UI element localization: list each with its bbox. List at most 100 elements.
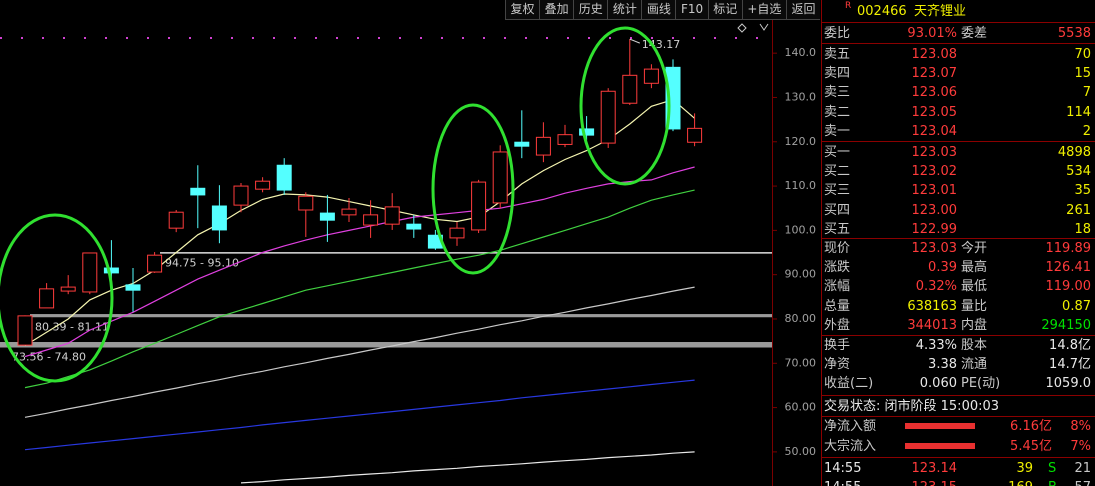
toolbar-button[interactable]: 统计 — [607, 0, 641, 19]
book-price: 123.01 — [911, 183, 958, 199]
candle-body — [384, 206, 400, 225]
book-label: 买三 — [824, 183, 851, 199]
toolbar-button[interactable]: 标记 — [707, 0, 742, 19]
candle-body — [341, 208, 357, 216]
book-volume: 7 — [1082, 85, 1091, 101]
flow-value: 6.16亿 — [1010, 418, 1052, 434]
book-price: 123.00 — [911, 202, 958, 218]
book-volume: 18 — [1074, 222, 1091, 238]
label: 委比 — [824, 25, 851, 41]
book-volume: 4898 — [1057, 144, 1091, 160]
max-pointer — [629, 38, 640, 44]
candle-body — [406, 223, 422, 230]
value: 5538 — [1057, 25, 1091, 41]
stat-value: 0.39 — [928, 259, 957, 275]
toolbar-button[interactable]: +自选 — [741, 0, 786, 19]
y-tick-label: 120.0 — [785, 135, 817, 148]
book-label: 买五 — [824, 222, 851, 238]
book-price: 123.02 — [911, 163, 958, 179]
book-volume: 534 — [1066, 163, 1091, 179]
stat-value: 638163 — [907, 298, 957, 314]
book-volume: 15 — [1074, 65, 1091, 81]
separator — [821, 238, 1095, 239]
stat-label: 外盘 — [824, 318, 851, 334]
circle-drawing — [431, 103, 515, 275]
y-tick-label: 100.0 — [785, 223, 817, 236]
separator — [821, 141, 1095, 142]
stat-label: 净资 — [824, 356, 851, 372]
candle-body — [103, 267, 119, 274]
separator — [821, 335, 1095, 336]
stat-value: 294150 — [1041, 318, 1091, 334]
quote-panel: R 002466 天齐锂业 委比 93.01% 委差 5538 卖五 123.08 70 卖四 123… — [821, 0, 1095, 486]
book-label: 卖二 — [824, 104, 851, 120]
stat-label: 股本 — [961, 337, 988, 353]
y-tick-label: 130.0 — [785, 90, 817, 103]
stat-value: 14.7亿 — [1049, 356, 1091, 372]
badge: R — [845, 0, 852, 11]
flow-label: 大宗流入 — [824, 438, 877, 454]
stat-label: 收益(二) — [824, 376, 874, 392]
stat-value: 119.00 — [1045, 279, 1092, 295]
book-price: 123.05 — [911, 104, 958, 120]
y-tick-label: 90.00 — [785, 268, 817, 281]
toolbar-button[interactable]: 叠加 — [539, 0, 573, 19]
toolbar-button[interactable]: 返回 — [785, 0, 820, 19]
stat-value: 4.33% — [915, 337, 957, 353]
flow-pct: 8% — [1070, 418, 1091, 434]
book-label: 卖四 — [824, 65, 851, 81]
book-volume: 2 — [1082, 124, 1091, 140]
stat-value: 1059.0 — [1045, 376, 1092, 392]
book-price: 122.99 — [911, 222, 958, 238]
stock-name: 天齐锂业 — [914, 3, 967, 19]
trade-status: 交易状态: 闭市阶段 15:00:03 — [824, 398, 1000, 414]
trade-side: S — [1048, 460, 1057, 476]
separator — [821, 395, 1095, 396]
stock-code: 002466 — [857, 3, 907, 19]
ma-line — [24, 99, 695, 347]
trade-volume: 169 — [1008, 478, 1033, 486]
value: 93.01% — [907, 25, 957, 41]
book-label: 卖一 — [824, 124, 851, 140]
user-drawings — [0, 26, 671, 383]
stat-label: 现价 — [824, 240, 851, 256]
gap-label: 73.56 - 74.80 — [12, 351, 86, 364]
toolbar-button[interactable]: F10 — [675, 0, 707, 19]
book-label: 卖三 — [824, 85, 851, 101]
ma-line — [24, 379, 695, 451]
toolbar-button[interactable]: 复权 — [505, 0, 539, 19]
stat-label: 内盘 — [961, 318, 988, 334]
diamond-icon[interactable] — [737, 23, 747, 33]
toolbar-button[interactable]: 历史 — [573, 0, 607, 19]
trade-time: 14:55 — [824, 460, 862, 476]
chart: 50.00 60.00 70.00 80.00 90.00 100.0 110.0 120.0… — [0, 20, 817, 486]
ma-line — [24, 189, 695, 389]
candle-body — [363, 214, 379, 226]
stat-label: 换手 — [824, 337, 851, 353]
candle-body — [298, 195, 314, 211]
gap-label: 94.75 - 95.10 — [165, 257, 239, 270]
trade-side: B — [1048, 478, 1057, 486]
ma-line — [24, 286, 695, 418]
book-label: 卖五 — [824, 46, 851, 62]
candle-body — [492, 151, 508, 204]
candle-body — [557, 134, 573, 145]
ma-line — [24, 166, 695, 358]
candle-body — [82, 252, 98, 293]
gap-band — [160, 252, 772, 254]
collapse-icon[interactable] — [759, 23, 769, 31]
trade-count: 57 — [1074, 478, 1091, 486]
candle-body — [125, 284, 141, 291]
candle-body — [233, 185, 249, 206]
stat-label: 总量 — [824, 298, 851, 314]
toolbar: 复权 叠加 历史 统计 画线 F10 标记 +自选 返回 — [505, 0, 820, 20]
y-tick-label: 80.00 — [785, 312, 817, 325]
separator — [821, 43, 1095, 44]
y-tick-label: 140.0 — [785, 46, 817, 59]
stat-value: 123.03 — [911, 240, 958, 256]
book-volume: 261 — [1066, 202, 1091, 218]
separator — [821, 457, 1095, 458]
book-price: 123.04 — [911, 124, 958, 140]
circle-drawing — [579, 26, 671, 186]
toolbar-button[interactable]: 画线 — [641, 0, 675, 19]
